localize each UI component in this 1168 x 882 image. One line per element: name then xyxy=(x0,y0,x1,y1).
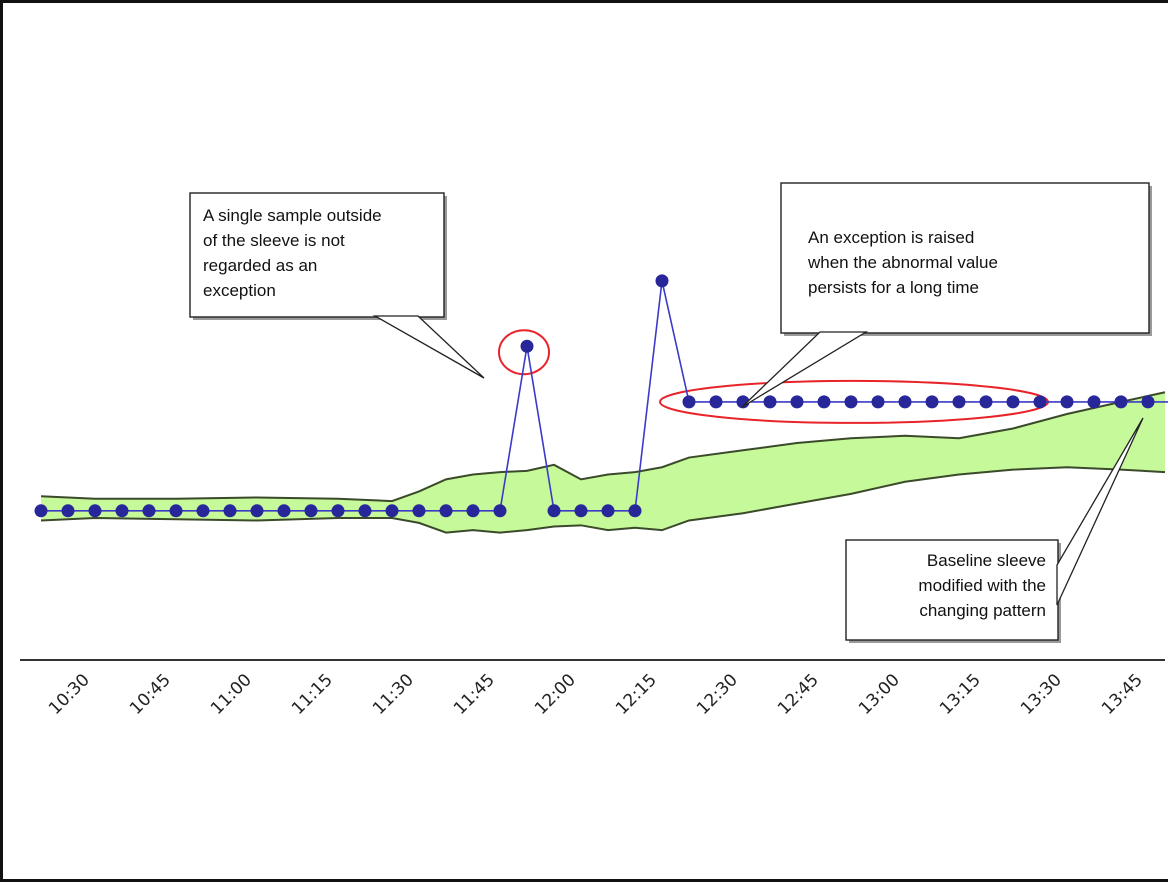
data-point-24 xyxy=(682,395,696,409)
callout-exception-raised-line-2: persists for a long time xyxy=(808,278,979,297)
data-point-30 xyxy=(844,395,858,409)
data-point-39 xyxy=(1087,395,1101,409)
data-point-34 xyxy=(952,395,966,409)
sleeve-upper-edge xyxy=(40,391,1166,503)
data-point-8 xyxy=(250,504,264,518)
data-point-2 xyxy=(88,504,102,518)
callout-baseline-sleeve-pointer xyxy=(1056,417,1144,606)
data-point-21 xyxy=(601,504,615,518)
data-point-10 xyxy=(304,504,318,518)
data-point-25 xyxy=(709,395,723,409)
x-tick-label-11: 13:15 xyxy=(936,670,985,719)
callout-baseline-sleeve-line-0: Baseline sleeve xyxy=(927,551,1046,570)
x-tick-label-12: 13:30 xyxy=(1017,670,1066,719)
data-point-1 xyxy=(61,504,75,518)
callout-layer: A single sample outside of the sleeve is … xyxy=(189,182,1152,643)
data-point-6 xyxy=(196,504,210,518)
sleeve-lower-edge xyxy=(40,466,1166,534)
callout-single-sample-text: A single sample outside of the sleeve is … xyxy=(203,206,382,300)
callout-single-sample-line-0: A single sample outside xyxy=(203,206,382,225)
data-point-7 xyxy=(223,504,237,518)
callout-single-sample-line-2: regarded as an xyxy=(203,256,317,275)
data-point-29 xyxy=(817,395,831,409)
data-point-0 xyxy=(34,504,48,518)
data-point-13 xyxy=(385,504,399,518)
callout-exception-raised-line-1: when the abnormal value xyxy=(807,253,998,272)
callout-exception-raised: An exception is raised when the abnormal … xyxy=(741,182,1152,408)
callout-baseline-sleeve-line-2: changing pattern xyxy=(919,601,1046,620)
x-tick-label-4: 11:30 xyxy=(369,670,418,719)
callout-exception-raised-line-0: An exception is raised xyxy=(808,228,974,247)
callout-baseline-sleeve-box xyxy=(845,539,1059,641)
data-point-17 xyxy=(493,504,507,518)
x-tick-label-0: 10:30 xyxy=(45,670,94,719)
data-point-18 xyxy=(520,339,534,353)
x-tick-label-8: 12:30 xyxy=(693,670,742,719)
data-point-19 xyxy=(547,504,561,518)
data-point-20 xyxy=(574,504,588,518)
data-point-32 xyxy=(898,395,912,409)
data-point-40 xyxy=(1114,395,1128,409)
callout-single-sample-line-3: exception xyxy=(203,281,276,300)
data-point-11 xyxy=(331,504,345,518)
data-point-31 xyxy=(871,395,885,409)
data-point-36 xyxy=(1006,395,1020,409)
data-point-38 xyxy=(1060,395,1074,409)
series-layer xyxy=(34,274,1168,518)
data-point-35 xyxy=(979,395,993,409)
axis-layer: 10:30 10:45 11:00 11:15 11:30 11:45 12:00 12:15… xyxy=(20,659,1165,719)
data-point-27 xyxy=(763,395,777,409)
callout-baseline-sleeve-text: Baseline sleeve modified with the changing… xyxy=(918,551,1046,620)
data-point-28 xyxy=(790,395,804,409)
data-point-3 xyxy=(115,504,129,518)
callout-single-sample: A single sample outside of the sleeve is … xyxy=(189,192,485,379)
x-tick-label-13: 13:45 xyxy=(1098,670,1147,719)
callout-single-sample-box xyxy=(189,192,445,318)
callout-baseline-sleeve: Baseline sleeve modified with the changing… xyxy=(845,417,1144,643)
x-tick-label-2: 11:00 xyxy=(207,670,256,719)
x-tick-label-9: 12:45 xyxy=(774,670,823,719)
callout-baseline-sleeve-line-1: modified with the xyxy=(918,576,1046,595)
x-tick-label-10: 13:00 xyxy=(855,670,904,719)
sleeve-layer xyxy=(40,391,1166,534)
data-point-12 xyxy=(358,504,372,518)
x-tick-label-5: 11:45 xyxy=(450,670,499,719)
data-point-15 xyxy=(439,504,453,518)
spike-highlight-ellipse xyxy=(498,329,550,376)
data-point-4 xyxy=(142,504,156,518)
data-point-37 xyxy=(1033,395,1047,409)
x-tick-label-1: 10:45 xyxy=(126,670,175,719)
callout-single-sample-pointer xyxy=(372,315,485,379)
data-point-33 xyxy=(925,395,939,409)
data-point-16 xyxy=(466,504,480,518)
data-point-41 xyxy=(1141,395,1155,409)
data-point-5 xyxy=(169,504,183,518)
data-point-9 xyxy=(277,504,291,518)
data-point-23 xyxy=(655,274,669,288)
callout-exception-raised-pointer xyxy=(741,331,869,408)
x-tick-label-6: 12:00 xyxy=(531,670,580,719)
callout-single-sample-line-1: of the sleeve is not xyxy=(203,231,345,250)
x-tick-label-7: 12:15 xyxy=(612,670,661,719)
callout-exception-raised-text: An exception is raised when the abnormal … xyxy=(807,228,998,297)
x-tick-label-3: 11:15 xyxy=(288,670,337,719)
callout-exception-raised-box xyxy=(780,182,1150,334)
data-point-22 xyxy=(628,504,642,518)
data-point-14 xyxy=(412,504,426,518)
